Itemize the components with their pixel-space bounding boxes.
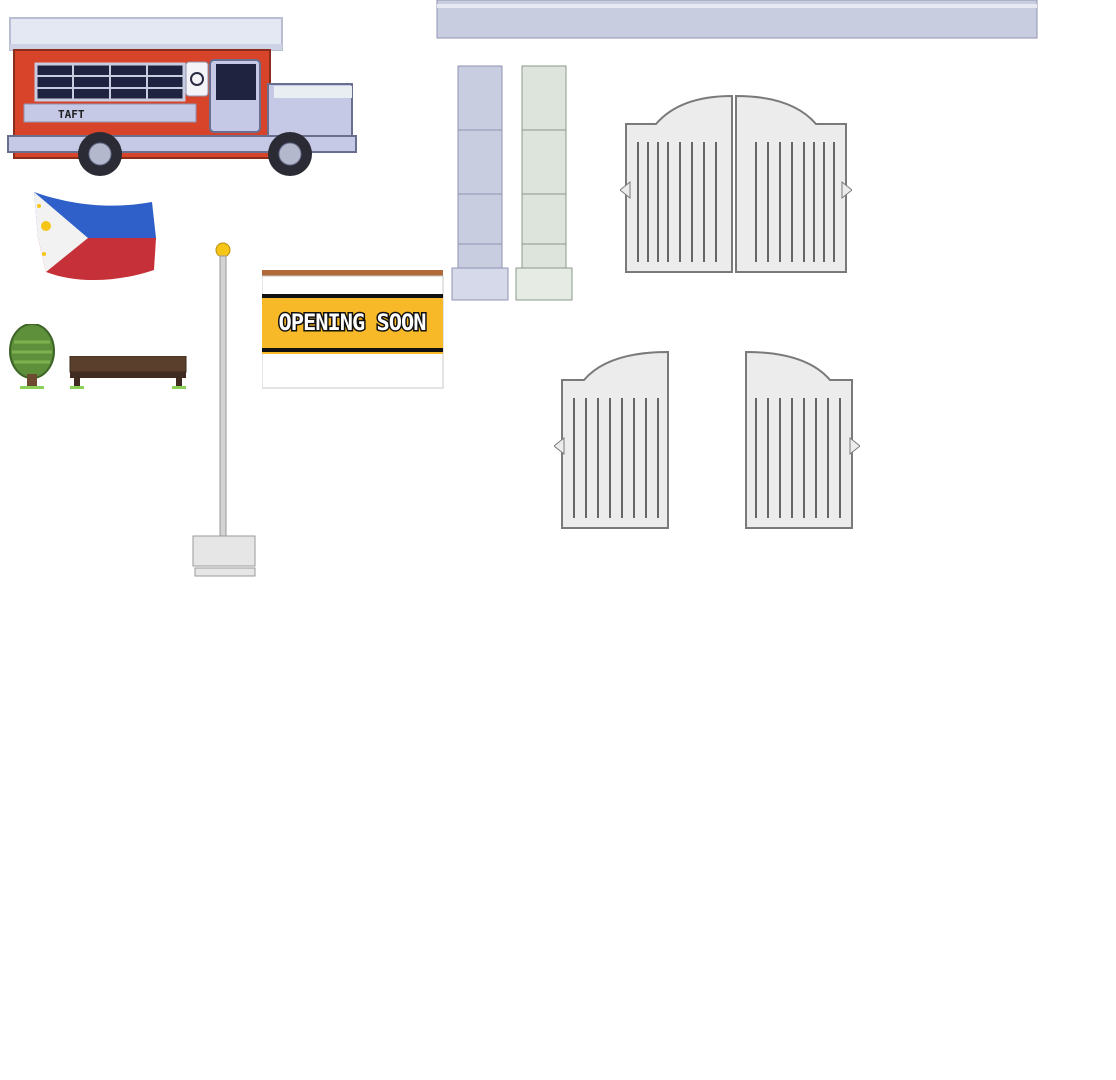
pillar-lavender [450,64,512,304]
pillar-mint [514,64,576,304]
gate-right [740,350,860,532]
philippine-flag-sprite [28,190,160,286]
gate-double [620,94,852,276]
opening-soon-sign: OPENING SOON [262,270,444,390]
tree-sprite [8,324,58,392]
bench-sprite [68,356,188,392]
awning-bar [436,0,1038,40]
sign-text: OPENING SOON [279,311,426,336]
flagpole-sprite [190,240,260,580]
jeepney-sprite: TAFT [6,16,362,182]
gate-left [554,350,674,532]
jeepney-route-label: TAFT [58,108,85,121]
